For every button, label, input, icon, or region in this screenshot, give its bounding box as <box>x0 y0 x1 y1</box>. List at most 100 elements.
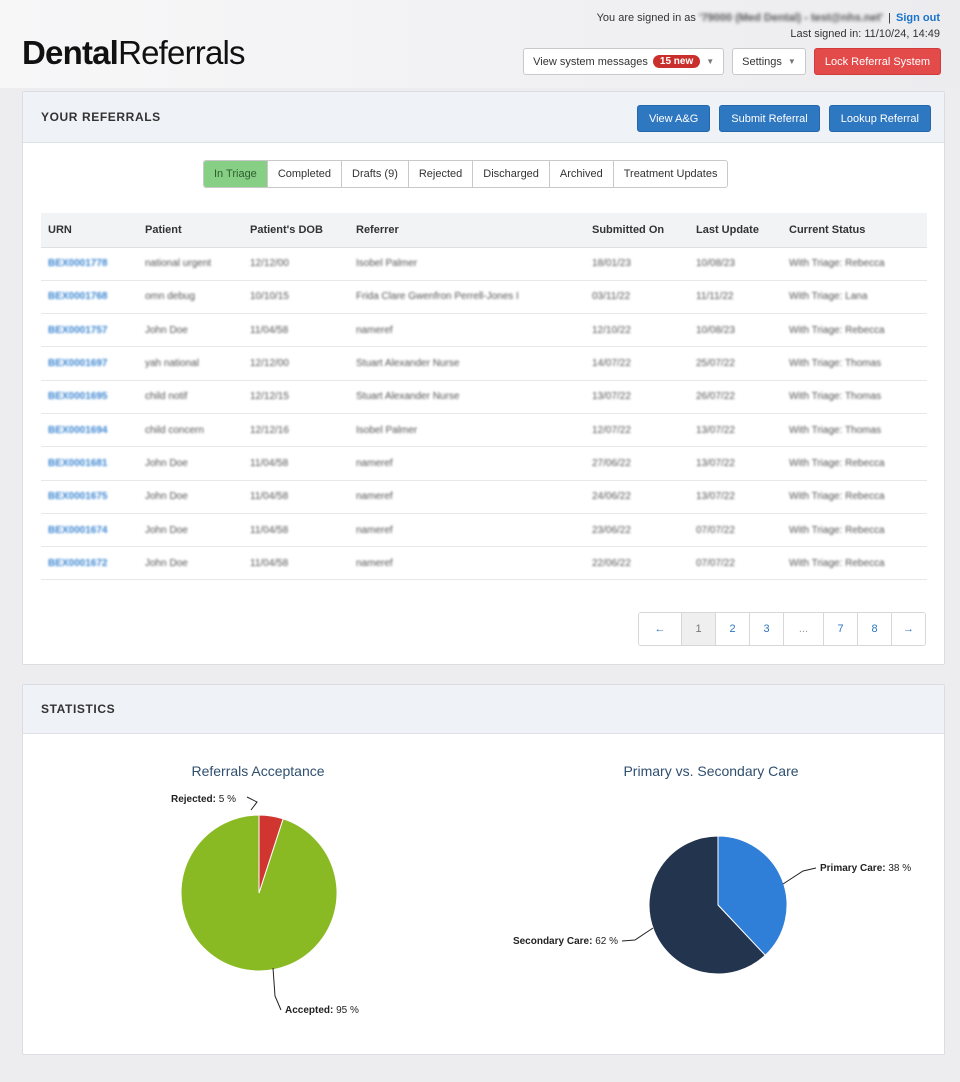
cell-status: With Triage: Rebecca <box>782 480 927 514</box>
pie-label-connector <box>782 867 817 885</box>
cell-urn[interactable]: BEX0001675 <box>41 480 138 514</box>
table-row[interactable]: BEX0001672 John Doe 11/04/58 nameref 22/06/2… <box>41 546 927 581</box>
cell-referrer: Stuart Alexander Nurse <box>349 346 585 381</box>
cell-patient: yah national <box>138 346 243 381</box>
column-header-status[interactable]: Current Status <box>782 213 927 248</box>
pagination-page-1[interactable]: 1 <box>681 613 715 645</box>
last-signed-in: Last signed in: 11/10/24, 14:49 <box>790 28 940 40</box>
cell-patient: national urgent <box>138 247 243 281</box>
pie-label-name: Secondary Care: <box>513 936 595 947</box>
cell-referrer: nameref <box>349 446 585 481</box>
pagination-prev[interactable]: ← <box>639 613 681 645</box>
header-actions: View system messages 15 new ▼ Settings ▼… <box>523 48 941 75</box>
cell-patient: John Doe <box>138 513 243 548</box>
cell-urn[interactable]: BEX0001694 <box>41 413 138 448</box>
table-row[interactable]: BEX0001695 child notif 12/12/15 Stuart Alex… <box>41 380 927 414</box>
cell-referrer: Stuart Alexander Nurse <box>349 380 585 414</box>
table-row[interactable]: BEX0001778 national urgent 12/12/00 Isobel … <box>41 247 927 281</box>
cell-submitted: 22/06/22 <box>585 546 689 581</box>
cell-urn[interactable]: BEX0001674 <box>41 513 138 548</box>
tab-in-triage[interactable]: In Triage <box>204 161 267 187</box>
cell-referrer: Isobel Palmer <box>349 247 585 281</box>
tab-treatment-updates[interactable]: Treatment Updates <box>612 161 728 187</box>
pie-chart-2: Primary Care: 38 % Secondary Care: 62 % <box>513 835 911 975</box>
cell-last-update: 10/08/23 <box>689 313 782 348</box>
cell-submitted: 14/07/22 <box>585 346 689 381</box>
cell-dob: 11/04/58 <box>243 313 349 348</box>
cell-patient: John Doe <box>138 446 243 481</box>
cell-urn[interactable]: BEX0001778 <box>41 247 138 281</box>
statistics-panel-header: STATISTICS <box>23 685 944 734</box>
table-row[interactable]: BEX0001674 John Doe 11/04/58 nameref 23/06/2… <box>41 513 927 548</box>
column-header-urn[interactable]: URN <box>41 213 138 248</box>
cell-dob: 12/12/15 <box>243 380 349 414</box>
column-header-last-update[interactable]: Last Update <box>689 213 782 248</box>
pie-label-value: 95 % <box>336 1005 359 1016</box>
table-row[interactable]: BEX0001757 John Doe 11/04/58 nameref 12/10/2… <box>41 313 927 348</box>
settings-label: Settings <box>742 55 782 68</box>
sign-out-link[interactable]: Sign out <box>896 12 940 24</box>
pagination-next[interactable]: → <box>891 613 925 645</box>
pagination-page-3[interactable]: 3 <box>749 613 783 645</box>
tab-rejected[interactable]: Rejected <box>407 161 473 187</box>
cell-urn[interactable]: BEX0001757 <box>41 313 138 348</box>
cell-status: With Triage: Thomas <box>782 380 927 414</box>
table-row[interactable]: BEX0001675 John Doe 11/04/58 nameref 24/06/2… <box>41 480 927 514</box>
pie-slice-secondary-care[interactable] <box>648 835 766 975</box>
cell-last-update: 11/11/22 <box>689 280 782 315</box>
pie-chart-1: Accepted: 95 % Rejected: 5 % <box>171 794 359 1016</box>
statistics-title: STATISTICS <box>41 702 116 716</box>
cell-urn[interactable]: BEX0001681 <box>41 446 138 481</box>
view-ag-button[interactable]: View A&G <box>636 105 711 132</box>
signed-in-prefix: You are signed in as <box>596 12 696 24</box>
lock-referral-system-button[interactable]: Lock Referral System <box>813 48 941 75</box>
settings-dropdown[interactable]: Settings ▼ <box>732 48 806 75</box>
cell-referrer: nameref <box>349 313 585 348</box>
referrals-table: URN Patient Patient's DOB Referrer Submi… <box>41 213 927 581</box>
table-row[interactable]: BEX0001697 yah national 12/12/00 Stuart Ale… <box>41 346 927 381</box>
status-tabs: In Triage Completed Drafts (9) Rejected … <box>203 160 729 188</box>
cell-submitted: 13/07/22 <box>585 380 689 414</box>
pagination-ellipsis: ... <box>783 613 823 645</box>
pie-label-name: Accepted: <box>285 1005 336 1016</box>
app-logo[interactable]: DentalReferrals <box>22 34 246 72</box>
column-header-submitted[interactable]: Submitted On <box>585 213 689 248</box>
logo-regular-text: Referrals <box>118 34 245 71</box>
cell-submitted: 03/11/22 <box>585 280 689 315</box>
cell-patient: child notif <box>138 380 243 414</box>
system-messages-dropdown[interactable]: View system messages 15 new ▼ <box>523 48 725 75</box>
cell-urn[interactable]: BEX0001768 <box>41 280 138 315</box>
column-header-dob[interactable]: Patient's DOB <box>243 213 349 248</box>
pagination-page-7[interactable]: 7 <box>823 613 857 645</box>
table-row[interactable]: BEX0001694 child concern 12/12/16 Isobel Pa… <box>41 413 927 448</box>
cell-submitted: 23/06/22 <box>585 513 689 548</box>
tab-drafts[interactable]: Drafts (9) <box>341 161 408 187</box>
cell-last-update: 25/07/22 <box>689 346 782 381</box>
pagination-page-8[interactable]: 8 <box>857 613 891 645</box>
cell-urn[interactable]: BEX0001695 <box>41 380 138 414</box>
pie-slice-primary-care[interactable] <box>717 835 788 957</box>
cell-last-update: 13/07/22 <box>689 413 782 448</box>
cell-dob: 11/04/58 <box>243 446 349 481</box>
pagination-page-2[interactable]: 2 <box>715 613 749 645</box>
table-header-row: URN Patient Patient's DOB Referrer Submi… <box>41 213 927 248</box>
column-header-patient[interactable]: Patient <box>138 213 243 248</box>
lookup-referral-button[interactable]: Lookup Referral <box>828 105 931 132</box>
cell-referrer: nameref <box>349 546 585 581</box>
pie-label-value: 38 % <box>888 863 911 874</box>
top-bar: DentalReferrals You are signed in as '79… <box>0 0 960 88</box>
table-row[interactable]: BEX0001768 omn debug 10/10/15 Frida Clare G… <box>41 280 927 315</box>
submit-referral-button[interactable]: Submit Referral <box>719 105 820 132</box>
column-header-referrer[interactable]: Referrer <box>349 213 585 248</box>
cell-urn[interactable]: BEX0001697 <box>41 346 138 381</box>
cell-urn[interactable]: BEX0001672 <box>41 546 138 581</box>
cell-referrer: Isobel Palmer <box>349 413 585 448</box>
table-row[interactable]: BEX0001681 John Doe 11/04/58 nameref 27/06/2… <box>41 446 927 481</box>
pie-label-rejected: Rejected: 5 % <box>171 794 236 805</box>
tab-discharged[interactable]: Discharged <box>472 161 549 187</box>
tab-completed[interactable]: Completed <box>266 161 342 187</box>
pie-label-value: 5 % <box>219 794 236 805</box>
tab-archived[interactable]: Archived <box>548 161 613 187</box>
cell-submitted: 12/10/22 <box>585 313 689 348</box>
pie-slice-rejected[interactable] <box>258 814 284 894</box>
